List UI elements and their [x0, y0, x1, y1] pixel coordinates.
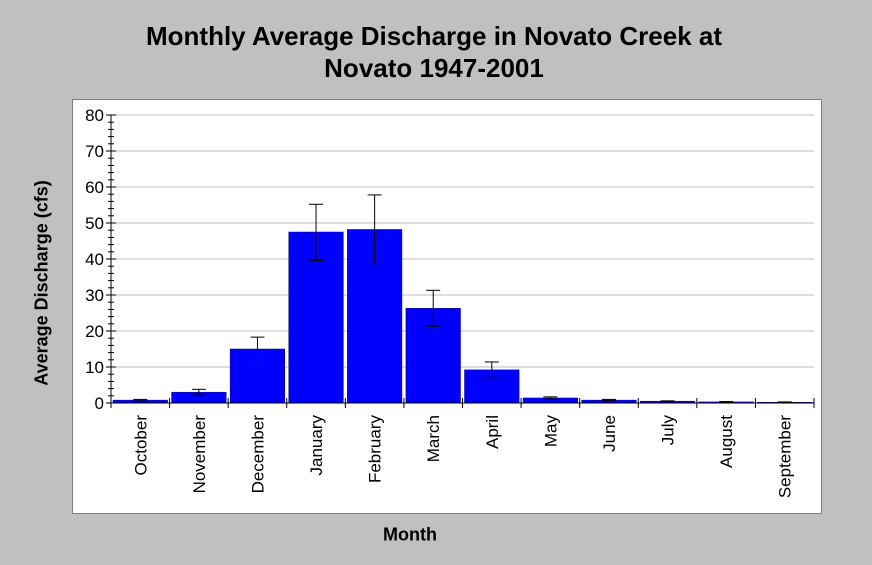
y-tick-label: 10 [85, 358, 104, 377]
x-tick-label-september: September [776, 415, 795, 498]
plot-panel [72, 99, 822, 514]
error-bar-april [484, 361, 499, 379]
y-tick-label: 50 [85, 214, 104, 233]
x-tick-label-august: August [717, 415, 736, 468]
y-tick-label: 40 [85, 250, 104, 269]
error-bar-january [309, 203, 324, 261]
x-axis-label: Month [383, 524, 437, 545]
x-tick-label-may: May [541, 415, 560, 448]
error-bar-july [660, 400, 675, 403]
chart-title: Monthly Average Discharge in Novato Cree… [0, 20, 868, 84]
y-tick-label: 60 [85, 178, 104, 197]
y-tick-label: 80 [85, 106, 104, 125]
error-bar-february [367, 194, 382, 265]
error-bar-december [250, 336, 265, 363]
y-tick-label: 70 [85, 142, 104, 161]
x-tick-label-april: April [483, 415, 502, 449]
chart-title-line-2: Novato 1947-2001 [324, 53, 544, 83]
error-bar-october [133, 398, 148, 402]
x-tick-label-february: February [366, 415, 385, 484]
y-axis-label: Average Discharge (cfs) [31, 180, 52, 386]
error-bar-may [543, 396, 558, 400]
y-tick-label: 20 [85, 322, 104, 341]
y-tick-label: 0 [95, 394, 104, 413]
x-tick-label-january: January [307, 415, 326, 476]
x-tick-label-october: October [131, 415, 150, 476]
x-tick-label-november: November [190, 415, 209, 494]
x-tick-label-july: July [659, 415, 678, 446]
error-bar-november [191, 388, 206, 396]
error-bar-march [426, 289, 441, 327]
x-tick-label-march: March [424, 415, 443, 462]
x-tick-label-december: December [248, 415, 267, 494]
error-bar-june [601, 398, 616, 402]
chart-title-line-1: Monthly Average Discharge in Novato Cree… [145, 21, 722, 51]
error-bar-august [719, 401, 734, 403]
y-tick-label: 30 [85, 286, 104, 305]
x-tick-label-june: June [600, 415, 619, 452]
